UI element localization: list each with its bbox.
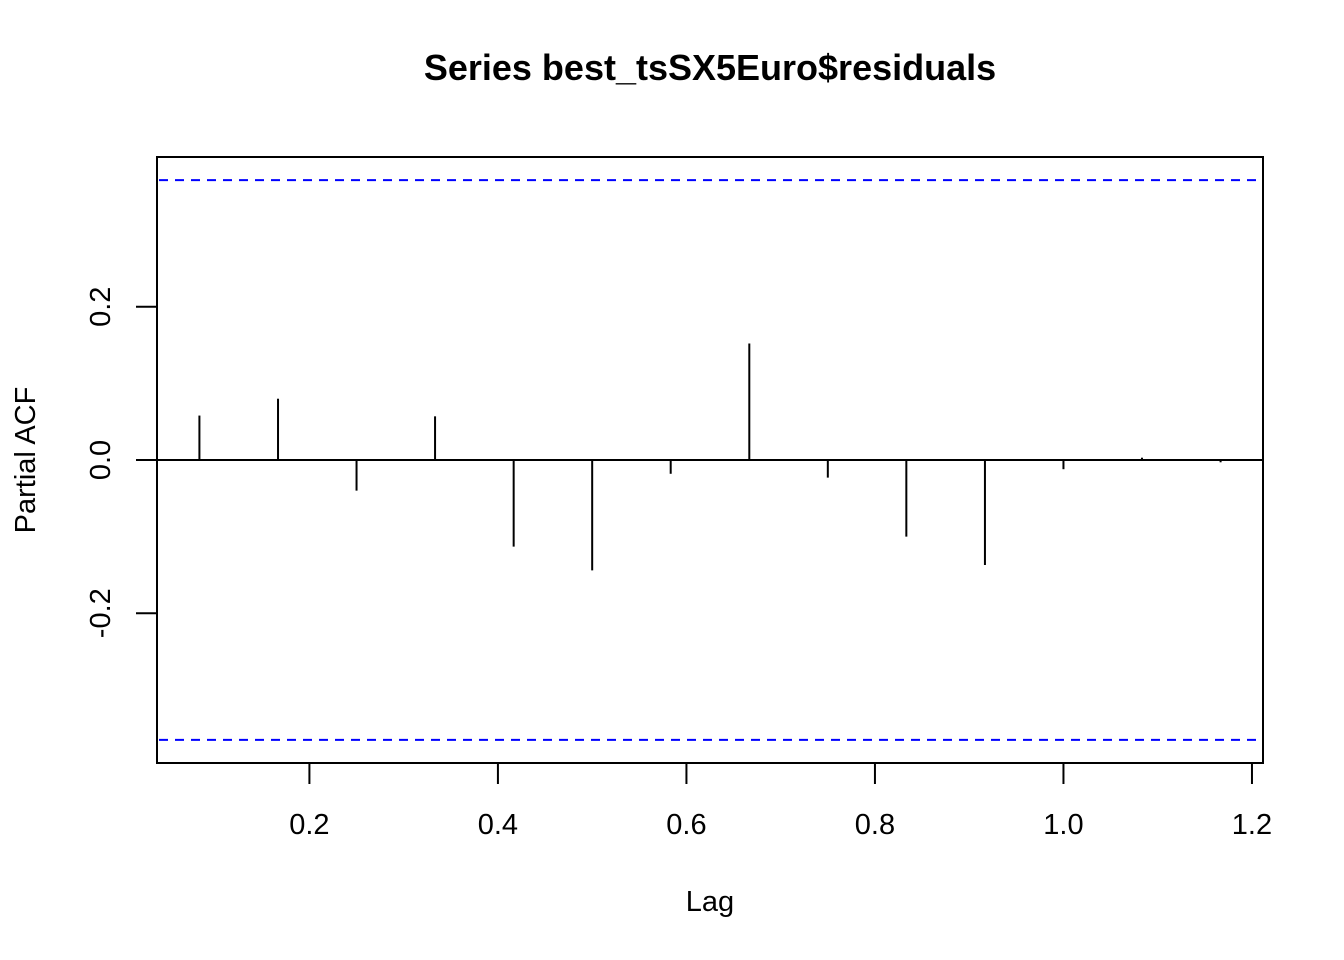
x-tick-label: 0.2 — [289, 809, 329, 841]
y-tick-label: -0.2 — [85, 588, 117, 638]
x-tick-label: 0.8 — [855, 809, 895, 841]
x-tick-label: 1.2 — [1232, 809, 1272, 841]
x-tick-label: 0.6 — [666, 809, 706, 841]
chart-title: Series best_tsSX5Euro$residuals — [424, 47, 996, 88]
y-axis-label: Partial ACF — [10, 387, 42, 534]
y-axis: -0.2 0.0 0.2 — [85, 287, 157, 638]
x-tick-label: 0.4 — [478, 809, 518, 841]
x-axis: 0.2 0.4 0.6 0.8 1.0 1.2 — [289, 762, 1272, 841]
y-tick-label: 0.2 — [85, 287, 117, 327]
confidence-bounds — [159, 179, 1259, 741]
x-tick-label: 1.0 — [1043, 809, 1083, 841]
x-axis-label: Lag — [686, 886, 734, 918]
pacf-bars — [198, 343, 1222, 571]
y-tick-label: 0.0 — [85, 440, 117, 480]
